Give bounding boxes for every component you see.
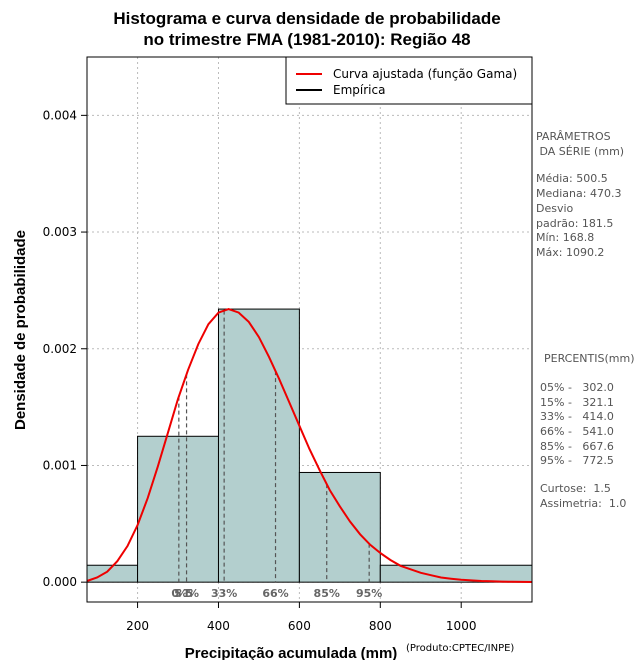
y-tick-label: 0.003 [43, 225, 77, 239]
histogram-bars [86, 308, 533, 583]
parameters-heading-1: PARÂMETROS [536, 130, 611, 143]
y-axis: 0.000 0.001 0.002 0.003 0.004 [43, 108, 87, 589]
x-tick-label: 800 [369, 619, 392, 633]
percentile-label: 95% [356, 587, 382, 600]
kurtosis-value: Curtose: 1.5 [540, 482, 611, 495]
percentile-label: 85% [314, 587, 340, 600]
parameter-stddev-1: Desvio [536, 202, 574, 215]
parameter-stddev-2: padrão: 181.5 [536, 217, 613, 230]
y-tick-label: 0.001 [43, 458, 77, 472]
x-axis: 200 400 600 800 1000 [126, 602, 476, 633]
percentile-row: 85% - 667.6 [540, 440, 614, 453]
legend: Curva ajustada (função Gama) Empírica [285, 56, 533, 105]
legend-label-empirical: Empírica [333, 83, 385, 97]
chart-title-line-1: Histograma e curva densidade de probabil… [113, 9, 500, 28]
product-credit: (Produto:CPTEC/INPE) [406, 643, 514, 654]
percentile-lines [178, 310, 370, 583]
x-tick-label: 1000 [446, 619, 477, 633]
percentile-label: 66% [262, 587, 288, 600]
percentile-label-overlap: 05%15% [171, 587, 199, 600]
percentile-label: 33% [211, 587, 237, 600]
percentile-row: 15% - 321.1 [540, 396, 614, 409]
x-tick-label: 200 [126, 619, 149, 633]
percentile-row: 95% - 772.5 [540, 454, 614, 467]
skewness-value: Assimetria: 1.0 [540, 497, 626, 510]
chart-title-line-2: no trimestre FMA (1981-2010): Região 48 [143, 30, 470, 49]
y-tick-label: 0.002 [43, 342, 77, 356]
percentile-heading: PERCENTIS(mm) [544, 352, 635, 365]
series-parameters-panel: PARÂMETROS DA SÉRIE (mm) Média: 500.5 Me… [536, 130, 624, 259]
y-axis-title: Densidade de probabilidade [12, 230, 29, 430]
percentile-labels: 33% 66% 85% 95% 05%15% [171, 587, 382, 600]
parameters-heading-2: DA SÉRIE (mm) [536, 145, 624, 158]
parameter-mean: Média: 500.5 [536, 172, 608, 185]
legend-box [285, 56, 533, 105]
histogram-bar [298, 471, 381, 583]
percentile-row: 05% - 302.0 [540, 381, 614, 394]
parameter-max: Máx: 1090.2 [536, 246, 604, 259]
x-tick-label: 400 [207, 619, 230, 633]
parameter-min: Mín: 168.8 [536, 231, 594, 244]
parameter-median: Mediana: 470.3 [536, 187, 621, 200]
y-tick-label: 0.004 [43, 108, 77, 122]
y-tick-label: 0.000 [43, 575, 77, 589]
fitted-gamma-curve [86, 308, 533, 583]
histogram-bar [217, 308, 300, 583]
percentile-row: 66% - 541.0 [540, 425, 614, 438]
histogram-bar [137, 435, 219, 583]
percentile-table: PERCENTIS(mm) 05% - 302.0 15% - 321.1 33… [540, 352, 635, 510]
percentile-row: 33% - 414.0 [540, 410, 614, 423]
x-tick-label: 600 [288, 619, 311, 633]
x-axis-title: Precipitação acumulada (mm) [185, 645, 398, 660]
legend-label-fitted: Curva ajustada (função Gama) [333, 67, 517, 81]
